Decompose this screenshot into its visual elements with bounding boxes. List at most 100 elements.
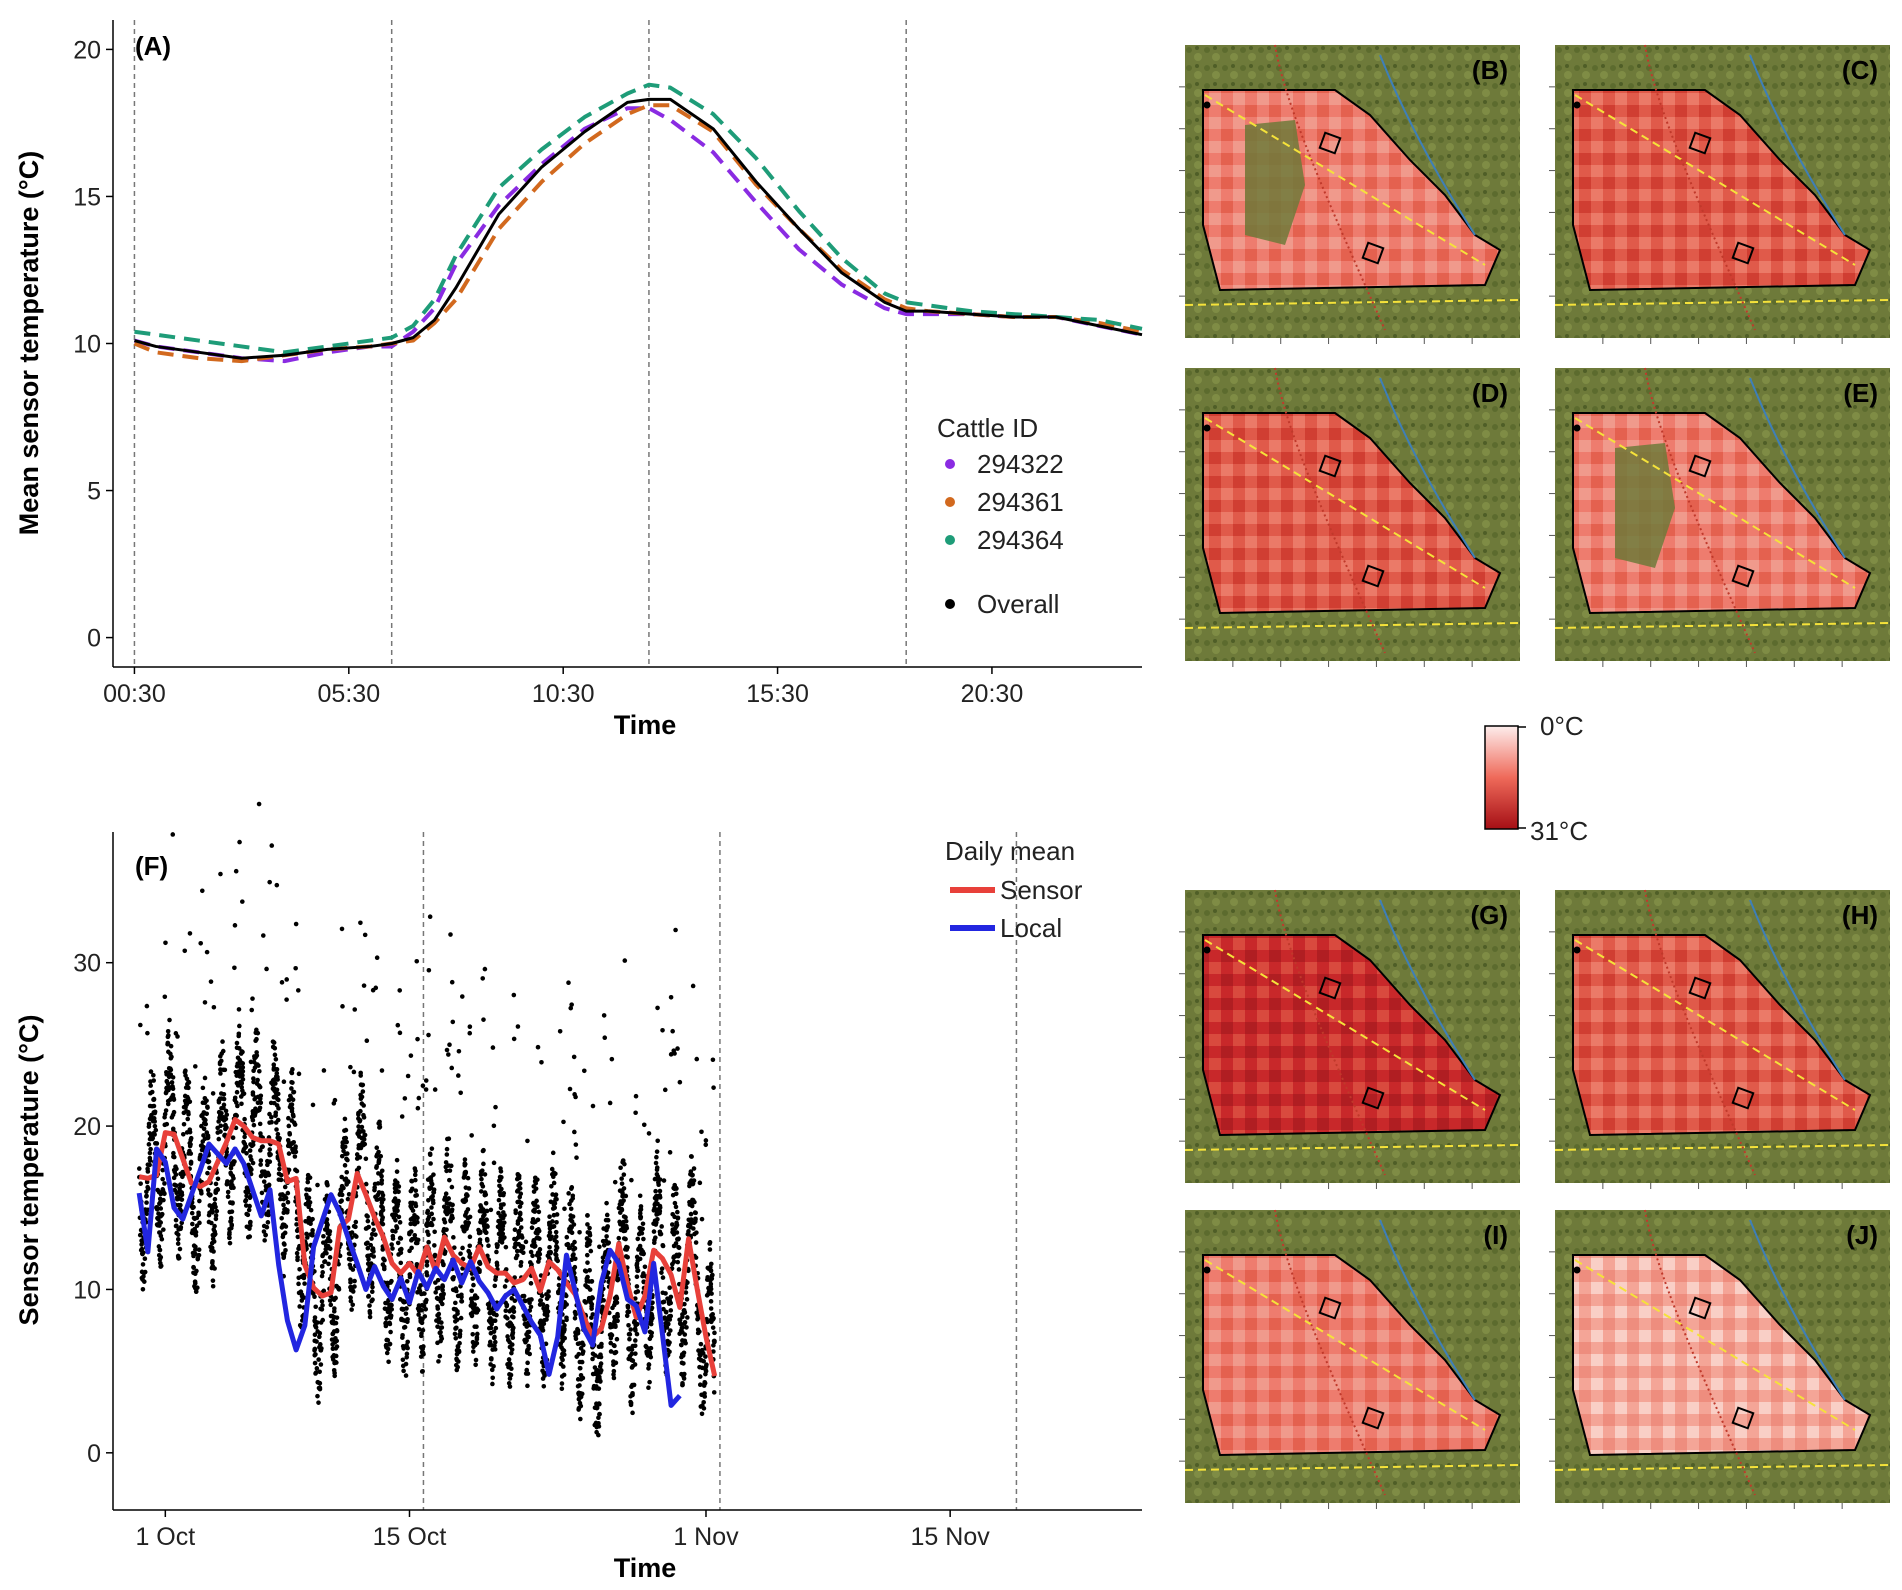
f-scatter-point	[432, 1229, 437, 1235]
f-scatter-point	[281, 1202, 286, 1208]
f-scatter-point	[148, 1083, 153, 1088]
f-scatter-point	[675, 1209, 680, 1215]
f-scatter-point	[185, 1116, 191, 1122]
f-scatter-point	[512, 1244, 517, 1250]
f-scatter-point	[312, 1332, 318, 1338]
f-scatter-point	[287, 1104, 293, 1110]
f-scatter-point	[296, 1275, 302, 1281]
f-scatter-point	[151, 1103, 157, 1109]
f-scatter-point	[505, 1334, 510, 1339]
f-scatter-point	[236, 1033, 242, 1039]
f-scatter-point	[424, 1263, 430, 1268]
f-scatter-point	[378, 1211, 384, 1217]
f-scatter-point	[589, 1304, 594, 1309]
f-y-axis-title: Sensor temperature (°C)	[14, 1015, 44, 1326]
f-scatter-point	[387, 1320, 392, 1326]
f-scatter-point	[627, 1336, 632, 1342]
f-scatter-point	[488, 1207, 494, 1213]
f-scatter-point	[640, 1221, 646, 1227]
f-scatter-point	[181, 1121, 187, 1127]
f-scatter-point	[522, 1317, 527, 1322]
f-scatter-point	[268, 1152, 273, 1157]
f-scatter-point	[204, 1111, 210, 1117]
f-scatter-point	[179, 1192, 185, 1198]
f-scatter-point	[559, 1355, 564, 1360]
f-scatter-point	[489, 1356, 494, 1361]
f-scatter-point	[383, 1320, 389, 1326]
f-scatter-point	[660, 1299, 666, 1305]
map-panel-7: (J)	[1549, 1209, 1891, 1509]
f-scatter-point	[286, 1140, 292, 1146]
f-scatter-point	[544, 1312, 550, 1317]
f-scatter-point	[151, 1110, 156, 1116]
f-scatter-point	[377, 1124, 383, 1130]
f-scatter-point	[652, 1205, 657, 1211]
f-scatter-point	[451, 1235, 456, 1240]
f-scatter-point	[477, 1260, 482, 1266]
f-scatter-point	[553, 1192, 559, 1197]
f-scatter-point	[588, 1248, 594, 1254]
f-scatter-point	[209, 1248, 214, 1253]
f-scatter-point	[625, 1245, 630, 1250]
f-scatter-point	[636, 1231, 642, 1237]
f-scatter-point	[635, 1289, 641, 1294]
f-scatter-point	[611, 1372, 616, 1377]
f-scatter-point	[621, 1214, 627, 1219]
f-scatter-point	[272, 1088, 277, 1094]
f-scatter-point	[551, 1212, 557, 1218]
f-scatter-point	[668, 1308, 674, 1313]
f-scatter-point	[165, 1041, 170, 1047]
a-legend-label-294364: 294364	[977, 525, 1064, 555]
map-stream	[1379, 54, 1476, 236]
f-scatter-point	[229, 1209, 235, 1214]
f-scatter-point	[372, 1181, 378, 1187]
a-legend-title: Cattle ID	[937, 413, 1038, 443]
map-panel-6: (I)	[1179, 1209, 1521, 1509]
f-scatter-point	[530, 1253, 535, 1259]
f-scatter-point	[275, 1077, 280, 1082]
f-scatter-point	[579, 1359, 585, 1365]
f-scatter-point	[289, 1086, 294, 1091]
f-scatter-point	[343, 1176, 349, 1182]
f-scatter-point	[216, 1109, 222, 1115]
f-scatter-point	[478, 1230, 483, 1236]
f-scatter-point	[162, 1181, 167, 1186]
f-scatter-point	[697, 1352, 703, 1357]
f-scatter-point	[367, 1314, 373, 1320]
f-scatter-point	[435, 1277, 441, 1283]
f-scatter-point	[160, 1167, 165, 1173]
f-scatter-point	[173, 1031, 179, 1036]
f-scatter-point	[572, 1239, 577, 1245]
f-scatter-point	[171, 1150, 176, 1156]
f-scatter-point	[270, 1039, 276, 1044]
f-scatter-point	[170, 1126, 176, 1132]
f-scatter-point	[400, 1363, 406, 1369]
f-scatter-point	[370, 1247, 376, 1252]
f-scatter-point	[446, 1163, 452, 1168]
f-scatter-point	[568, 1206, 574, 1212]
f-scatter-point	[232, 1095, 238, 1101]
f-scatter-point	[175, 1196, 180, 1202]
f-scatter-point	[423, 1087, 429, 1092]
f-scatter-point	[220, 1039, 225, 1044]
f-scatter-point	[163, 1108, 169, 1113]
f-scatter-point	[227, 1240, 233, 1246]
f-scatter-point	[156, 1244, 162, 1249]
f-scatter-point	[453, 1326, 458, 1331]
f-scatter-point	[447, 1177, 452, 1183]
map-gate-point	[1203, 101, 1211, 109]
f-scatter-point	[564, 1302, 569, 1307]
f-scatter-point	[467, 1234, 473, 1240]
f-scatter-point	[357, 1118, 363, 1123]
f-scatter-point	[604, 1212, 610, 1218]
f-scatter-point	[460, 1266, 465, 1271]
f-scatter-point	[566, 1245, 572, 1251]
f-scatter-point	[683, 1290, 689, 1295]
f-scatter-point	[362, 1132, 367, 1138]
f-scatter-point	[261, 933, 266, 938]
f-scatter-point	[641, 1122, 647, 1128]
f-scatter-point	[465, 1175, 471, 1181]
f-scatter-point	[160, 1176, 165, 1182]
f-scatter-point	[454, 1351, 460, 1357]
f-scatter-point	[516, 1183, 521, 1188]
